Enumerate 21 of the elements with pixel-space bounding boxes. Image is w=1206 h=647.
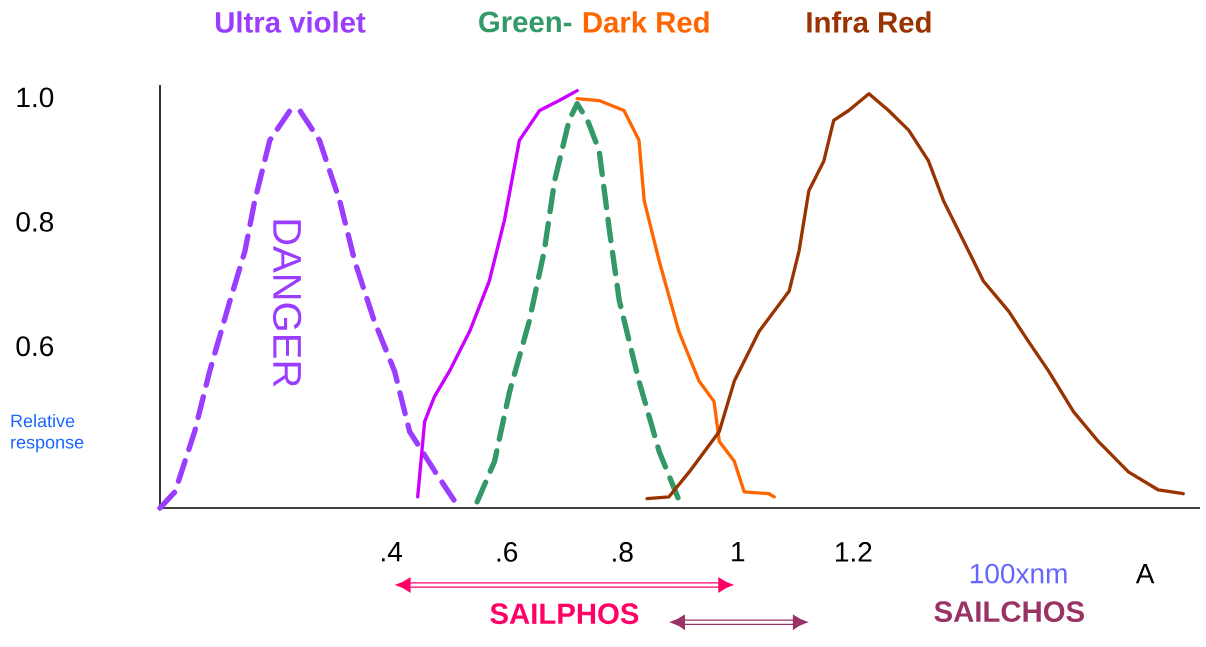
text: Ultra violet [215, 11, 366, 33]
y-tick-label: 1.0 [17, 87, 54, 108]
x-tick-label: .4 [381, 542, 402, 562]
y-tick-label: 0.8 [16, 211, 54, 232]
text: Dark Red [583, 11, 709, 33]
line-series [645, 92, 1185, 501]
text: SAILCHOS [934, 601, 1084, 623]
y-tick-label: 0.6 [16, 336, 54, 357]
text: SAILPHOS [490, 603, 639, 625]
x-tick-label: 1.2 [836, 542, 872, 562]
x-tick-label: 1 [732, 542, 745, 562]
annotation: DANGER [272, 220, 302, 387]
line-series [575, 97, 776, 499]
text: A [1135, 563, 1155, 584]
line-series [416, 88, 579, 499]
text: Green- [479, 11, 572, 33]
text: Infra Red [807, 11, 931, 33]
y-axis-title: Relative response [11, 414, 84, 453]
x-tick-label: .8 [613, 542, 633, 562]
x-axis-title: 100xnm [970, 563, 1067, 584]
x-tick-label: .6 [497, 542, 518, 562]
